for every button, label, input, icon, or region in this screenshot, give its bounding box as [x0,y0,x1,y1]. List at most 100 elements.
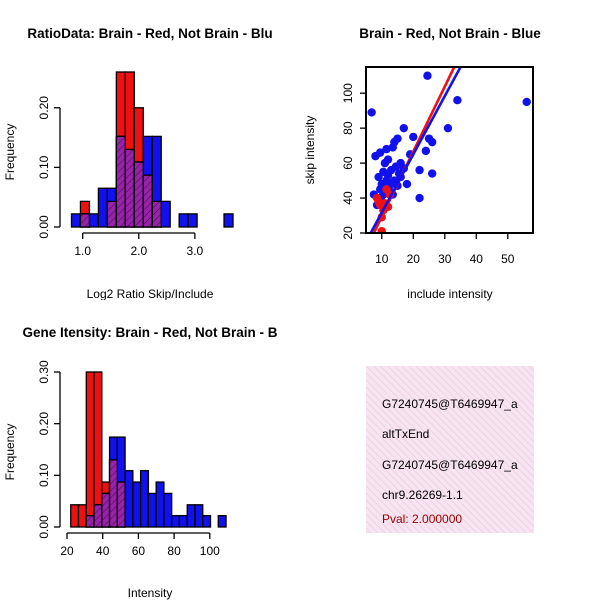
y-tick-label: 0.20 [37,412,51,436]
info-event-id-2: G7240745@T6469947_a [382,458,518,472]
ratio-xlabel: Log2 Ratio Skip/Include [87,287,214,301]
x-tick-label: 20 [407,252,421,266]
bar-not-brain-16 [217,514,227,528]
x-tick-label: 60 [132,544,146,558]
x-tick-label: 3.0 [187,244,204,258]
y-tick-label: 20 [341,226,355,240]
x-tick-label: 80 [167,544,181,558]
x-tick-label: 2.0 [130,244,147,258]
bar-overlap-hatch-2 [116,136,126,227]
info-event-id: G7240745@T6469947_a [382,397,518,411]
bar-not-brain-13 [223,213,234,228]
intensity-histogram: Gene Itensity: Brain - Red, Not Brain - … [3,325,278,600]
y-tick-label: 80 [341,121,355,135]
y-tick-label: 0.10 [37,155,51,179]
bar-overlap-hatch-3 [94,504,102,527]
bar-overlap-hatch-2 [86,515,95,527]
x-tick-label: 30 [438,252,452,266]
bar-not-brain-10 [160,200,171,228]
y-tick-label: 0.20 [37,96,51,120]
bar-not-brain-13 [186,504,196,528]
point-not-brain-0 [367,108,376,117]
point-not-brain-41 [427,169,437,178]
info-event-type: altTxEnd [382,427,429,441]
bar-not-brain-9 [155,481,165,528]
bar-overlap-hatch-0 [80,213,90,227]
bar-not-brain-3 [97,187,109,228]
x-tick-label: 20 [60,544,74,558]
bar-overlap-hatch-4 [101,493,110,527]
point-not-brain-33 [402,179,412,189]
y-tick-label: 40 [341,191,355,205]
bar-not-brain-2 [88,213,100,228]
y-tick-label: 0.00 [37,515,51,539]
bar-brain-0 [70,504,80,528]
point-not-brain-37 [415,165,424,175]
y-tick-label: 0.10 [37,463,51,487]
y-tick-label: 100 [341,83,355,103]
y-tick-label: 0.30 [37,360,51,384]
point-not-brain-15 [382,144,391,154]
ratio-histogram: RatioData: Brain - Red, Not Brain - Blu … [3,26,273,301]
bar-overlap-hatch-1 [107,201,117,227]
bar-not-brain-11 [171,514,181,528]
scatter-ylabel: skip intensity [303,116,317,185]
point-not-brain-31 [399,123,409,133]
intensity-xlabel: Intensity [128,586,173,600]
y-tick-label: 0.00 [37,215,51,239]
bar-brain-3 [93,371,103,528]
x-tick-label: 40 [470,252,484,266]
bar-overlap-hatch-6 [117,482,126,527]
bar-not-brain-12 [187,213,198,228]
bar-overlap-hatch-6 [152,201,162,227]
intensity-ylabel: Frequency [3,424,17,481]
bar-not-brain-10 [163,492,173,528]
ratio-ylabel: Frequency [3,124,17,181]
bar-not-brain-12 [178,514,188,528]
x-tick-label: 10 [375,252,389,266]
y-tick-label: 60 [341,156,355,170]
bar-not-brain-15 [202,514,212,528]
bar-not-brain-0 [70,213,82,228]
intensity-title: Gene Itensity: Brain - Red, Not Brain - … [22,325,277,340]
point-not-brain-45 [522,97,531,107]
point-not-brain-35 [409,132,418,142]
scatter-xlabel: include intensity [407,287,492,301]
info-panel: G7240745@T6469947_a altTxEnd G7240745@T6… [366,366,534,533]
point-not-brain-38 [421,146,431,156]
point-not-brain-17 [383,155,393,164]
point-not-brain-44 [453,96,462,105]
fit-line-brain-fit [372,67,456,233]
bar-overlap-hatch-4 [134,162,144,227]
info-pval: Pval: 2.000000 [382,512,462,526]
bar-not-brain-5 [124,470,134,528]
point-brain-3 [377,227,386,233]
bar-brain-2 [85,371,95,528]
bar-not-brain-6 [132,481,142,528]
bar-not-brain-7 [139,470,150,528]
ratio-title: RatioData: Brain - Red, Not Brain - Blu [27,26,272,41]
point-not-brain-27 [393,134,402,143]
fit-line-not-brain-fit [369,67,462,233]
bar-not-brain-8 [147,492,157,528]
point-not-brain-36 [415,193,424,203]
scatter-title: Brain - Red, Not Brain - Blue [359,26,541,41]
bar-brain-1 [77,504,87,528]
bar-overlap-hatch-5 [109,459,118,527]
point-not-brain-6 [375,148,385,157]
x-tick-label: 1.0 [74,244,91,258]
x-tick-label: 50 [501,252,515,266]
info-locus: chr9.26269-1.1 [382,488,463,502]
scatter-frame [365,66,534,234]
scatter-plot: Brain - Red, Not Brain - Blue 10 20 30 40 50… [303,26,541,301]
bar-not-brain-14 [194,504,204,528]
point-not-brain-39 [423,71,432,80]
bar-overlap-hatch-3 [125,149,135,227]
bar-overlap-hatch-5 [143,175,153,227]
x-tick-label: 40 [96,544,110,558]
point-not-brain-43 [443,123,453,133]
info-hatching [366,366,534,533]
x-tick-label: 100 [200,544,220,558]
bar-not-brain-11 [178,213,189,228]
